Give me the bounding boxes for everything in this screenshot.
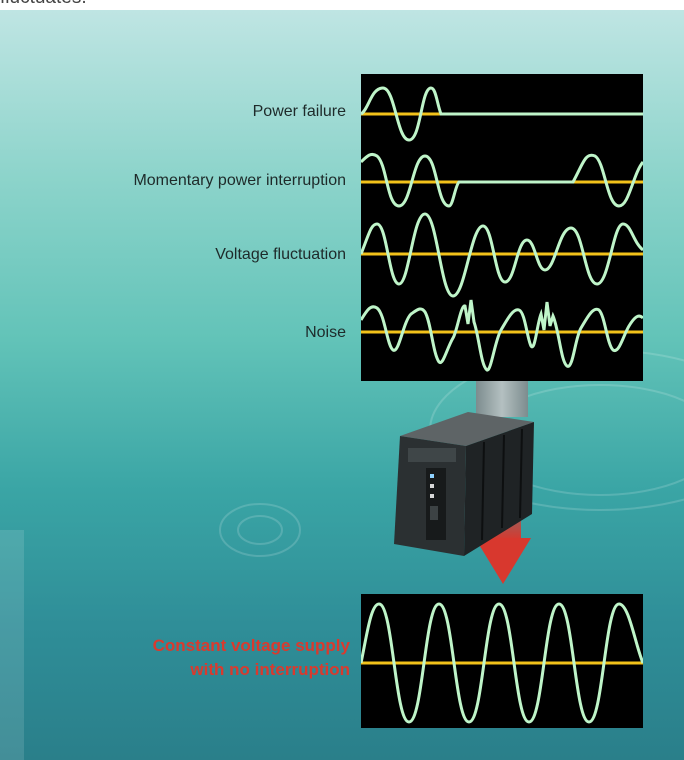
- wave-power-failure: [361, 86, 643, 142]
- ups-unit-icon: [394, 412, 534, 556]
- wave-noise: [361, 299, 643, 372]
- top-strip: [0, 0, 684, 10]
- input-waveform-display: [361, 74, 643, 381]
- result-line-1: Constant voltage supply: [152, 636, 350, 655]
- down-arrow-icon: [475, 538, 531, 584]
- header-text: fluctuates.: [0, 0, 87, 9]
- result-caption: Constant voltage supply with no interrup…: [153, 634, 350, 682]
- diagram-panel: Power failure Momentary power interrupti…: [0, 10, 684, 760]
- output-waveform-display: [361, 594, 643, 728]
- wave-output: [361, 602, 643, 724]
- label-power-failure: Power failure: [252, 103, 346, 120]
- result-line-2: with no interruption: [190, 660, 350, 679]
- label-voltage-fluctuation: Voltage fluctuation: [215, 246, 346, 263]
- label-noise: Noise: [305, 324, 346, 341]
- label-momentary-power-interruption: Momentary power interruption: [133, 172, 346, 189]
- wave-momentary-power-interruption: [361, 152, 643, 208]
- wave-voltage-fluctuation: [361, 212, 643, 298]
- connector-bar: [476, 381, 528, 417]
